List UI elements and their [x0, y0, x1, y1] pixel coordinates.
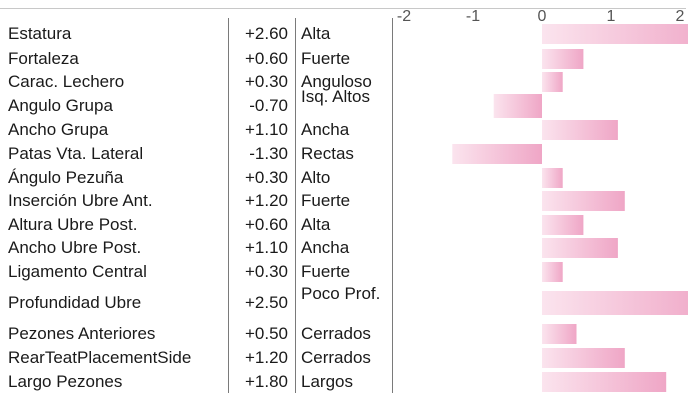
trait-descriptor: Cerrados: [301, 348, 371, 367]
trait-label: Altura Ubre Post.: [8, 215, 138, 234]
x-tick-label: -1: [466, 8, 480, 25]
trait-label: Ángulo Pezuña: [8, 168, 124, 187]
trait-descriptor: Alta: [301, 215, 331, 234]
bar: [452, 144, 542, 164]
x-tick-label: -2: [397, 8, 411, 25]
trait-value: +2.50: [244, 293, 288, 312]
trait-value: +1.10: [244, 120, 288, 139]
trait-descriptor: Isq. Altos: [301, 87, 370, 106]
bar: [542, 238, 618, 258]
trait-value: +2.60: [244, 24, 288, 43]
bar: [542, 262, 563, 282]
trait-value: +1.10: [244, 238, 288, 257]
trait-value: +0.30: [244, 72, 288, 91]
trait-descriptor: Fuerte: [301, 49, 351, 68]
bar: [542, 324, 577, 344]
bar: [542, 24, 688, 44]
bar: [542, 72, 563, 92]
column-divider-plot: [392, 18, 393, 393]
trait-label: Pezones Anteriores: [8, 324, 156, 343]
trait-label: RearTeatPlacementSide: [8, 348, 192, 367]
trait-descriptor: Rectas: [301, 144, 354, 163]
trait-value: +0.30: [244, 262, 288, 281]
x-tick-label: 1: [607, 8, 616, 25]
bar: [542, 215, 584, 235]
trait-label: Fortaleza: [8, 49, 79, 68]
bar: [542, 49, 584, 69]
bar: [542, 291, 688, 315]
trait-label: Ancho Ubre Post.: [8, 238, 142, 257]
x-tick-label: 2: [676, 8, 685, 25]
column-divider-value: [228, 18, 229, 393]
bar: [542, 191, 625, 211]
trait-descriptor: Fuerte: [301, 262, 351, 281]
trait-descriptor: Ancha: [301, 238, 350, 257]
trait-descriptor: Largos: [301, 372, 353, 391]
trait-value: +1.80: [244, 372, 288, 391]
trait-value: +0.50: [244, 324, 288, 343]
trait-label: Profundidad Ubre: [8, 293, 142, 312]
trait-value: +0.60: [244, 49, 288, 68]
trait-descriptor: Alta: [301, 24, 331, 43]
top-rule: [0, 8, 686, 9]
trait-label: Estatura: [8, 24, 72, 43]
column-divider-descriptor: [295, 18, 296, 393]
bar: [493, 94, 542, 118]
x-tick-label: 0: [538, 8, 547, 25]
trait-label: Ligamento Central: [8, 262, 147, 281]
trait-value: +1.20: [244, 348, 288, 367]
bar: [542, 348, 625, 368]
trait-value: -1.30: [249, 144, 288, 163]
trait-label: Angulo Grupa: [8, 96, 113, 115]
trait-label: Carac. Lechero: [8, 72, 125, 91]
bar: [542, 168, 563, 188]
trait-label: Patas Vta. Lateral: [8, 144, 144, 163]
trait-label: Ancho Grupa: [8, 120, 109, 139]
trait-descriptor: Cerrados: [301, 324, 371, 343]
bar: [542, 372, 667, 392]
trait-value: +0.60: [244, 215, 288, 234]
trait-descriptor: Ancha: [301, 120, 350, 139]
bar: [542, 120, 618, 140]
trait-value: -0.70: [249, 96, 288, 115]
trait-value: +0.30: [244, 168, 288, 187]
trait-label: Inserción Ubre Ant.: [8, 191, 153, 210]
trait-descriptor: Anguloso: [301, 72, 372, 91]
trait-descriptor: Poco Prof.: [301, 284, 381, 303]
trait-value: +1.20: [244, 191, 288, 210]
trait-descriptor: Fuerte: [301, 191, 351, 210]
trait-label: Largo Pezones: [8, 372, 123, 391]
trait-descriptor: Alto: [301, 168, 331, 187]
